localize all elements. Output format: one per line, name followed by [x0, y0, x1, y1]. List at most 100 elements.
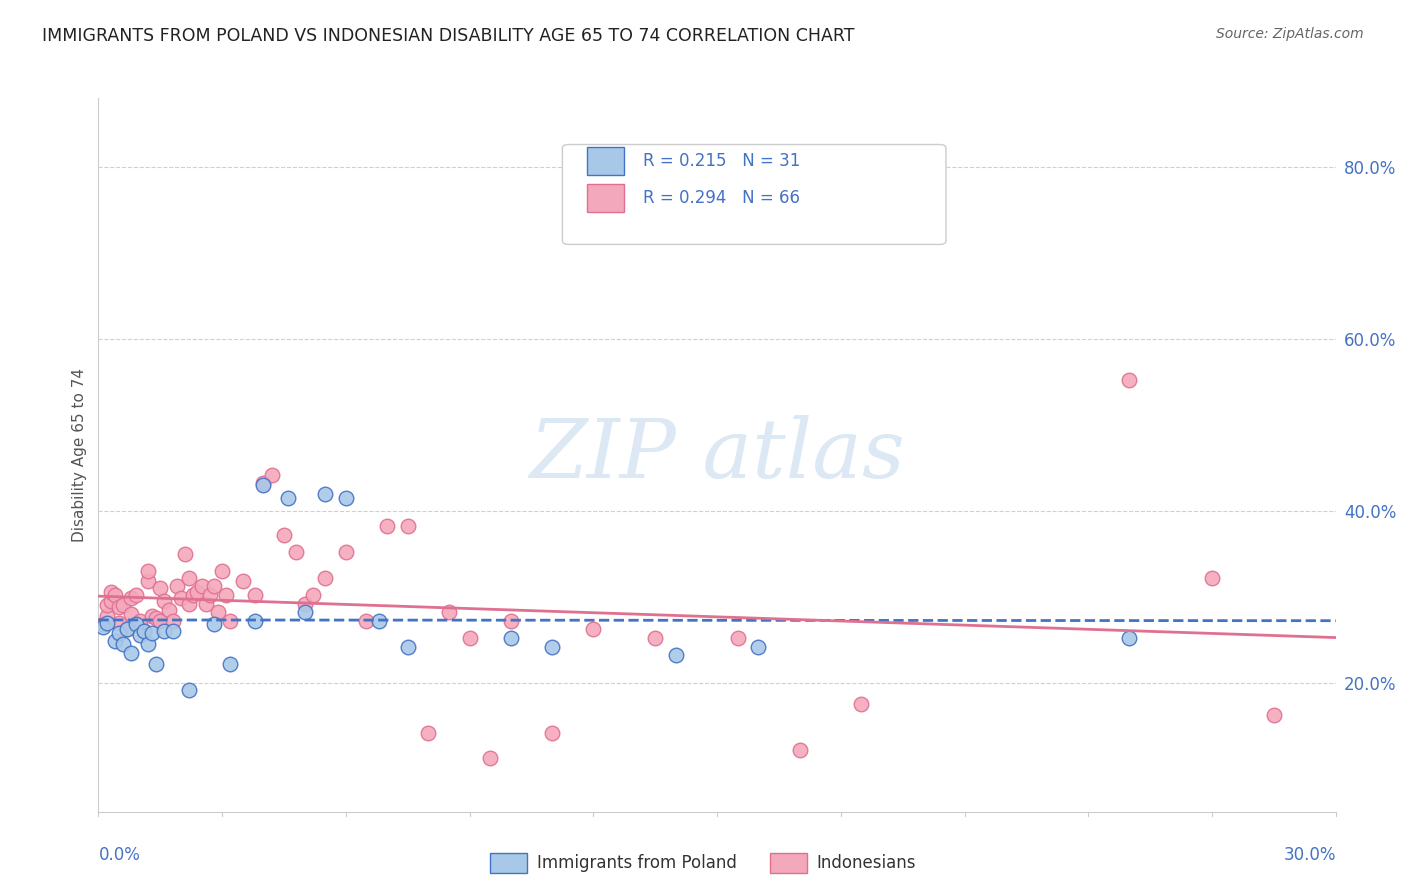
Point	[91, 617, 114, 632]
Point	[132, 624, 155, 639]
Point	[367, 614, 389, 628]
Point	[162, 614, 184, 628]
Point	[174, 547, 197, 561]
Point	[211, 564, 233, 578]
Text: Source: ZipAtlas.com: Source: ZipAtlas.com	[1216, 27, 1364, 41]
Point	[335, 491, 357, 505]
Point	[294, 597, 316, 611]
Point	[243, 588, 266, 602]
Point	[582, 623, 605, 637]
Point	[252, 478, 274, 492]
Point	[124, 588, 146, 602]
Point	[136, 564, 159, 578]
Point	[117, 623, 139, 637]
Text: IMMIGRANTS FROM POLAND VS INDONESIAN DISABILITY AGE 65 TO 74 CORRELATION CHART: IMMIGRANTS FROM POLAND VS INDONESIAN DIS…	[42, 27, 855, 45]
Point	[96, 615, 118, 630]
Point	[458, 631, 481, 645]
Point	[145, 657, 167, 671]
Point	[207, 605, 229, 619]
Bar	[588, 147, 624, 175]
Point	[153, 624, 176, 639]
Point	[104, 588, 127, 602]
Text: 30.0%: 30.0%	[1284, 847, 1336, 864]
Point	[1263, 708, 1285, 723]
Point	[260, 467, 283, 482]
Point	[243, 614, 266, 628]
Point	[117, 623, 139, 637]
Point	[202, 617, 225, 632]
Text: R = 0.294   N = 66: R = 0.294 N = 66	[643, 189, 800, 207]
Point	[396, 640, 419, 654]
Point	[162, 624, 184, 639]
Point	[644, 631, 666, 645]
Y-axis label: Disability Age 65 to 74: Disability Age 65 to 74	[72, 368, 87, 542]
Point	[186, 585, 208, 599]
Point	[112, 599, 135, 613]
Point	[149, 581, 172, 595]
Point	[1118, 631, 1140, 645]
Point	[747, 640, 769, 654]
Point	[112, 637, 135, 651]
Point	[302, 588, 325, 602]
Point	[541, 725, 564, 739]
Point	[285, 545, 308, 559]
Point	[1201, 571, 1223, 585]
Point	[418, 725, 440, 739]
Point	[314, 486, 336, 500]
Point	[153, 594, 176, 608]
Point	[108, 600, 131, 615]
Point	[396, 519, 419, 533]
Point	[335, 545, 357, 559]
Legend: Immigrants from Poland, Indonesians: Immigrants from Poland, Indonesians	[484, 847, 922, 880]
Point	[252, 476, 274, 491]
Point	[194, 597, 217, 611]
Point	[136, 574, 159, 589]
Point	[141, 626, 163, 640]
Point	[170, 591, 193, 606]
Point	[108, 615, 131, 630]
Point	[277, 491, 299, 505]
Point	[198, 588, 221, 602]
Text: ZIP atlas: ZIP atlas	[529, 415, 905, 495]
Text: R = 0.215   N = 31: R = 0.215 N = 31	[643, 153, 800, 170]
Point	[179, 682, 201, 697]
Point	[120, 646, 142, 660]
FancyBboxPatch shape	[562, 145, 946, 244]
Point	[665, 648, 688, 663]
Bar	[588, 185, 624, 212]
Point	[499, 614, 522, 628]
Point	[157, 602, 180, 616]
Point	[219, 657, 242, 671]
Point	[96, 608, 118, 623]
Point	[375, 519, 398, 533]
Point	[100, 585, 122, 599]
Point	[124, 617, 146, 632]
Point	[215, 588, 238, 602]
Point	[136, 637, 159, 651]
Point	[181, 588, 204, 602]
Point	[149, 614, 172, 628]
Point	[727, 631, 749, 645]
Point	[108, 626, 131, 640]
Point	[541, 640, 564, 654]
Point	[166, 579, 188, 593]
Point	[219, 614, 242, 628]
Point	[179, 597, 201, 611]
Point	[314, 571, 336, 585]
Point	[120, 607, 142, 621]
Point	[851, 698, 873, 712]
Point	[128, 628, 150, 642]
Point	[294, 605, 316, 619]
Point	[132, 624, 155, 639]
Point	[437, 605, 460, 619]
Point	[232, 574, 254, 589]
Point	[120, 591, 142, 606]
Point	[145, 611, 167, 625]
Point	[499, 631, 522, 645]
Text: 0.0%: 0.0%	[98, 847, 141, 864]
Point	[1118, 373, 1140, 387]
Point	[479, 751, 502, 765]
Point	[128, 614, 150, 628]
Point	[91, 620, 114, 634]
Point	[789, 743, 811, 757]
